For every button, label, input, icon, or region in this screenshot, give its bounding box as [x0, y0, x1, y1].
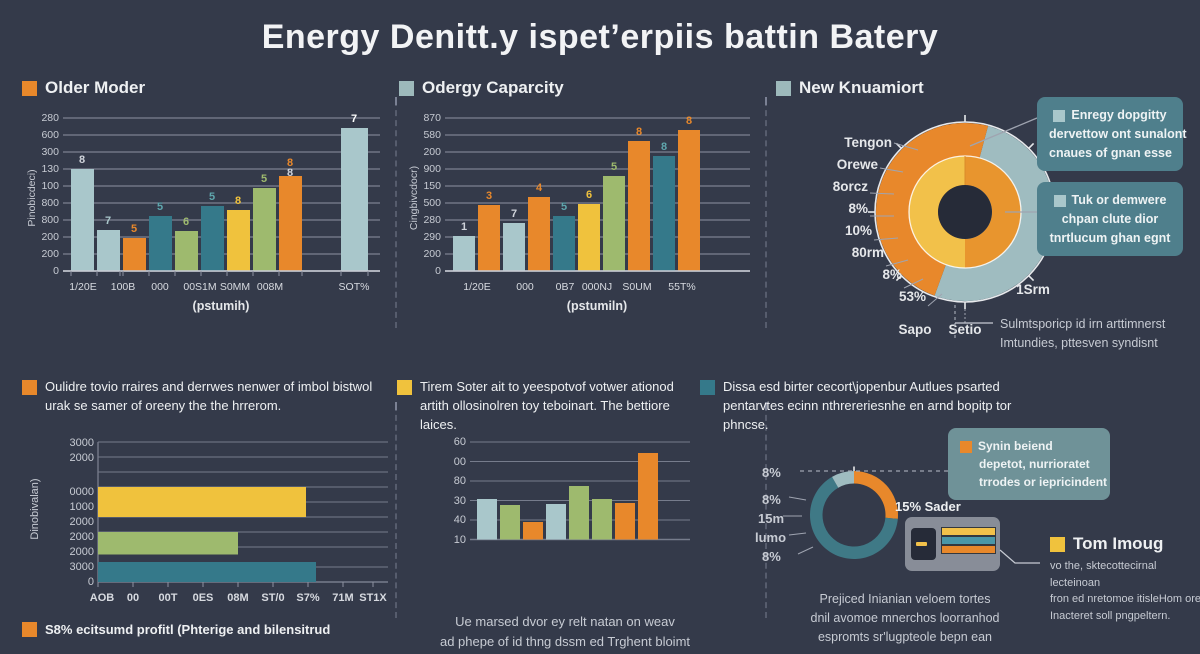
- svg-text:Orewe: Orewe: [837, 157, 879, 172]
- svg-text:000: 000: [516, 281, 534, 293]
- svg-text:10%: 10%: [845, 223, 872, 238]
- svg-text:000: 000: [151, 281, 169, 293]
- svg-text:3: 3: [486, 190, 492, 202]
- svg-text:Sapo: Sapo: [898, 322, 931, 337]
- svg-text:8: 8: [235, 195, 241, 207]
- svg-text:500: 500: [423, 197, 441, 209]
- svg-text:Cingbivcdocr): Cingbivcdocr): [408, 166, 420, 230]
- svg-text:300: 300: [41, 146, 59, 158]
- svg-text:3000: 3000: [70, 437, 94, 449]
- svg-text:S7%: S7%: [296, 592, 319, 604]
- svg-text:5: 5: [561, 201, 567, 213]
- svg-text:(pstumih): (pstumih): [193, 299, 250, 313]
- svg-text:00S1M: 00S1M: [183, 281, 216, 293]
- svg-text:2000: 2000: [70, 546, 94, 558]
- svg-text:008M: 008M: [257, 281, 283, 293]
- svg-text:000NJ: 000NJ: [582, 281, 612, 293]
- svg-text:0: 0: [88, 576, 94, 588]
- svg-text:60: 60: [454, 436, 466, 448]
- svg-text:5: 5: [131, 223, 137, 235]
- svg-text:00: 00: [454, 456, 466, 468]
- svg-text:ST1X: ST1X: [359, 592, 387, 604]
- svg-text:6: 6: [586, 189, 592, 201]
- svg-text:Tengon: Tengon: [844, 135, 892, 150]
- svg-text:00: 00: [127, 592, 139, 604]
- svg-text:8orcz: 8orcz: [833, 179, 869, 194]
- svg-text:600: 600: [41, 129, 59, 141]
- svg-text:0ES: 0ES: [193, 592, 214, 604]
- svg-text:130: 130: [41, 163, 59, 175]
- svg-text:800: 800: [41, 214, 59, 226]
- svg-text:0B7: 0B7: [556, 281, 575, 293]
- svg-text:55T%: 55T%: [668, 281, 695, 293]
- svg-text:Dinobivalan): Dinobivalan): [29, 478, 41, 539]
- svg-text:7: 7: [511, 208, 517, 220]
- svg-text:S0MM: S0MM: [220, 281, 250, 293]
- svg-text:200: 200: [41, 231, 59, 243]
- svg-text:100B: 100B: [111, 281, 136, 293]
- svg-text:8%: 8%: [882, 267, 902, 282]
- svg-text:1: 1: [461, 221, 467, 233]
- svg-text:80rm: 80rm: [852, 245, 884, 260]
- svg-text:1000: 1000: [70, 501, 94, 513]
- svg-text:80: 80: [454, 475, 466, 487]
- svg-text:8: 8: [79, 154, 85, 166]
- svg-text:280: 280: [41, 112, 59, 124]
- svg-text:4: 4: [536, 182, 543, 194]
- svg-text:8: 8: [661, 141, 667, 153]
- svg-text:40: 40: [454, 514, 466, 526]
- svg-text:5: 5: [611, 161, 617, 173]
- svg-text:200: 200: [423, 146, 441, 158]
- svg-text:580: 580: [423, 129, 441, 141]
- svg-text:8: 8: [686, 115, 692, 127]
- svg-text:0: 0: [435, 265, 441, 277]
- svg-text:Pinobicdeci): Pinobicdeci): [26, 169, 38, 226]
- svg-text:5: 5: [209, 191, 215, 203]
- svg-text:00T: 00T: [159, 592, 178, 604]
- svg-text:10: 10: [454, 534, 466, 546]
- svg-text:71M: 71M: [332, 592, 353, 604]
- svg-text:(pstumiln): (pstumiln): [567, 299, 627, 313]
- svg-text:290: 290: [423, 231, 441, 243]
- svg-text:5: 5: [157, 201, 163, 213]
- svg-text:08M: 08M: [227, 592, 248, 604]
- svg-text:30: 30: [454, 495, 466, 507]
- svg-text:2000: 2000: [70, 452, 94, 464]
- svg-text:800: 800: [41, 197, 59, 209]
- svg-text:150: 150: [423, 180, 441, 192]
- svg-text:7: 7: [351, 113, 357, 125]
- svg-text:5: 5: [261, 173, 267, 185]
- svg-text:100: 100: [41, 180, 59, 192]
- svg-text:8: 8: [636, 126, 642, 138]
- svg-text:200: 200: [423, 248, 441, 260]
- svg-text:1/20E: 1/20E: [463, 281, 490, 293]
- svg-text:2000: 2000: [70, 516, 94, 528]
- svg-text:8%: 8%: [848, 201, 868, 216]
- svg-text:53%: 53%: [899, 289, 926, 304]
- svg-text:AOB: AOB: [90, 592, 115, 604]
- svg-text:ST/0: ST/0: [261, 592, 284, 604]
- svg-text:8: 8: [287, 167, 293, 179]
- svg-text:3000: 3000: [70, 561, 94, 573]
- svg-text:1Srm: 1Srm: [1016, 282, 1050, 297]
- svg-text:7: 7: [105, 215, 111, 227]
- svg-text:S0UM: S0UM: [622, 281, 651, 293]
- svg-text:280: 280: [423, 214, 441, 226]
- svg-text:200: 200: [41, 248, 59, 260]
- svg-text:0000: 0000: [70, 486, 94, 498]
- svg-text:0: 0: [53, 265, 59, 277]
- svg-text:870: 870: [423, 112, 441, 124]
- svg-text:900: 900: [423, 163, 441, 175]
- svg-text:SOT%: SOT%: [339, 281, 370, 293]
- svg-text:6: 6: [183, 216, 189, 228]
- svg-text:2000: 2000: [70, 531, 94, 543]
- svg-text:1/20E: 1/20E: [69, 281, 96, 293]
